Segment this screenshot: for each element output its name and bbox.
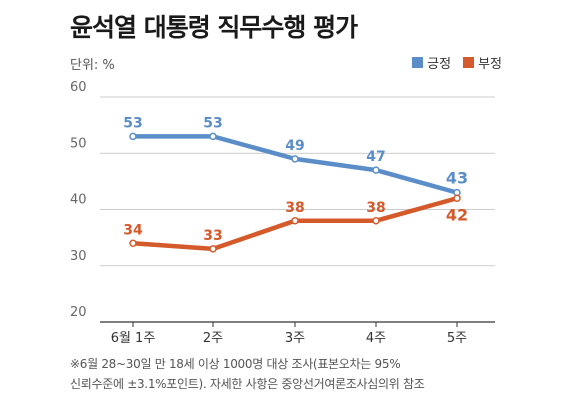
data-label-negative: 38 <box>366 200 385 216</box>
data-point-negative <box>129 239 137 247</box>
x-tick-label: 4주 <box>366 331 386 346</box>
data-label-negative: 34 <box>123 222 143 238</box>
chart-title: 윤석열 대통령 직무수행 평가 <box>70 13 358 42</box>
data-label-positive: 47 <box>366 149 385 165</box>
x-tick-label: 3주 <box>285 331 305 346</box>
data-point-positive <box>291 155 299 163</box>
data-point-positive <box>372 166 380 174</box>
data-point-positive <box>209 132 217 141</box>
data-label-negative: 42 <box>446 205 468 224</box>
legend-label-negative: 부정 <box>478 57 502 72</box>
legend-swatch-positive <box>412 57 424 68</box>
data-label-positive: 43 <box>446 169 468 188</box>
footnote-line-1: ※6월 28~30일 만 18세 이상 1000명 대상 조사(표본오차는 95… <box>70 357 401 371</box>
data-point-negative <box>372 217 380 225</box>
y-tick-label: 30 <box>70 249 87 264</box>
y-tick-label: 20 <box>70 305 87 320</box>
y-tick-label: 50 <box>70 136 87 151</box>
data-label-positive: 49 <box>285 138 304 154</box>
data-point-negative <box>453 194 461 202</box>
footnote: ※6월 28~30일 만 18세 이상 1000명 대상 조사(표본오차는 95… <box>70 354 540 394</box>
legend-item-negative: 부정 <box>463 53 502 72</box>
data-point-negative <box>291 217 299 225</box>
data-label-negative: 38 <box>285 200 304 216</box>
x-tick-label: 6월 1주 <box>111 331 156 346</box>
data-point-negative <box>209 245 217 253</box>
legend-swatch-negative <box>463 57 475 68</box>
data-label-positive: 53 <box>123 115 142 131</box>
x-tick-label: 5주 <box>447 331 467 346</box>
x-tick-label: 2주 <box>203 331 223 346</box>
legend: 긍정 부정 <box>412 53 502 72</box>
y-tick-label: 40 <box>70 193 87 208</box>
unit-label: 단위: % <box>70 58 115 73</box>
legend-item-positive: 긍정 <box>412 53 451 72</box>
footnote-line-2: 신뢰수준에 ±3.1%포인트). 자세한 사항은 중앙선거여론조사심의위 참조 <box>70 377 425 391</box>
y-tick-label: 60 <box>70 80 87 95</box>
legend-label-positive: 긍정 <box>427 57 452 72</box>
data-point-positive <box>129 132 137 141</box>
data-label-positive: 53 <box>203 115 222 131</box>
data-label-negative: 33 <box>203 228 222 244</box>
